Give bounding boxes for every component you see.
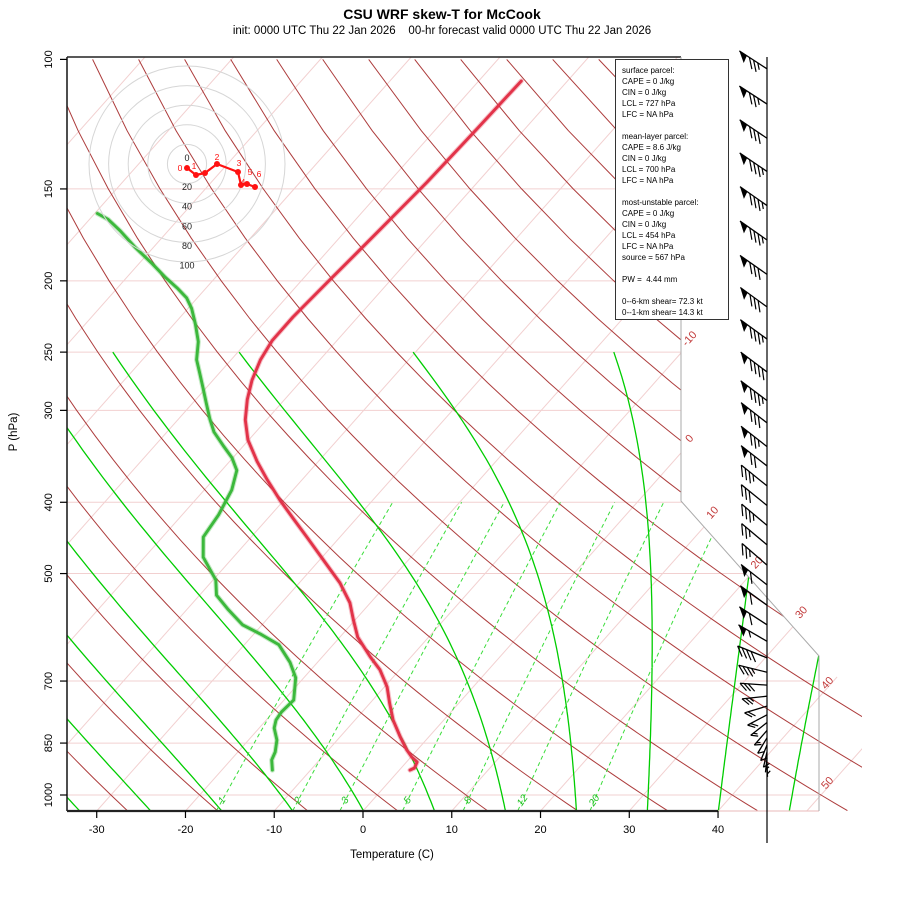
hodograph-height-label: 6 xyxy=(257,169,262,179)
isotherm-label: 10 xyxy=(704,504,721,521)
parcel-info-line: CAPE = 0 J/kg xyxy=(622,209,675,218)
x-tick-label: -20 xyxy=(178,824,194,836)
y-tick-label: 100 xyxy=(43,50,55,68)
parcel-info-line: LCL = 727 hPa xyxy=(622,99,676,108)
hodograph-height-label: 3 xyxy=(237,158,242,168)
isotherm-label: -10 xyxy=(680,329,700,349)
y-tick-label: 850 xyxy=(43,734,55,752)
y-tick-label: 300 xyxy=(43,401,55,419)
y-tick-label: 150 xyxy=(43,180,55,198)
mixing-ratio-label: 1 xyxy=(216,795,228,806)
hodograph-ring-label: 100 xyxy=(179,261,194,271)
y-axis-label: P (hPa) xyxy=(8,412,20,452)
x-tick-label: -10 xyxy=(266,824,282,836)
parcel-info-line: 0--6-km shear= 72.3 kt xyxy=(622,297,703,306)
x-tick-label: 40 xyxy=(712,824,724,836)
parcel-info-line: CIN = 0 J/kg xyxy=(622,220,667,229)
y-tick-label: 1000 xyxy=(43,783,55,807)
parcel-info-line: CAPE = 8.6 J/kg xyxy=(622,143,681,152)
hodograph-ring-label: 60 xyxy=(182,221,192,231)
mixing-ratio-label: 3 xyxy=(339,795,351,806)
hodograph-height-label: 1 xyxy=(192,161,197,171)
parcel-info-line: most-unstable parcel: xyxy=(622,198,699,207)
parcel-info-line: LFC = NA hPa xyxy=(622,242,674,251)
parcel-info-box: surface parcel: CAPE = 0 J/kg CIN = 0 J/kg… xyxy=(615,59,729,320)
hodograph-height-label: 2 xyxy=(215,152,220,162)
parcel-info-line: LFC = NA hPa xyxy=(622,110,674,119)
wind-barb-column xyxy=(737,50,771,843)
parcel-info-line: surface parcel: xyxy=(622,66,675,75)
x-tick-label: 30 xyxy=(623,824,635,836)
plot-frame xyxy=(66,56,820,813)
x-tick-label: -30 xyxy=(89,824,105,836)
parcel-info-line: source = 567 hPa xyxy=(622,253,685,262)
hodograph-ring-label: 0 xyxy=(184,153,189,163)
parcel-info-line: LCL = 700 hPa xyxy=(622,165,676,174)
y-tick-label: 500 xyxy=(43,564,55,582)
parcel-info-line: 0--1-km shear= 14.3 kt xyxy=(622,308,703,317)
parcel-info-line xyxy=(622,263,728,274)
sounding-profiles xyxy=(94,78,524,773)
parcel-info-line xyxy=(622,120,728,131)
parcel-info-line: LFC = NA hPa xyxy=(622,176,674,185)
page-subtitle: init: 0000 UTC Thu 22 Jan 2026 00-hr for… xyxy=(232,25,652,37)
parcel-info-line: LCL = 454 hPa xyxy=(622,231,676,240)
mixing-ratio-label: 8 xyxy=(462,795,474,806)
x-tick-label: 10 xyxy=(446,824,458,836)
mixing-ratio-label: 5 xyxy=(402,795,414,806)
isotherm-label: 0 xyxy=(683,433,696,446)
x-tick-label: 20 xyxy=(534,824,546,836)
temperature-curve xyxy=(243,79,523,772)
y-tick-label: 700 xyxy=(43,672,55,690)
page-title: CSU WRF skew-T for McCook xyxy=(343,6,541,22)
isotherm-label: 30 xyxy=(793,604,810,621)
x-axis-label: Temperature (C) xyxy=(350,849,434,861)
hodograph-ring-label: 80 xyxy=(182,241,192,251)
parcel-info-line: CIN = 0 J/kg xyxy=(622,88,667,97)
parcel-info-line xyxy=(622,186,728,197)
isotherm-label: 50 xyxy=(819,775,836,792)
y-tick-label: 400 xyxy=(43,493,55,511)
x-tick-label: 0 xyxy=(360,824,366,836)
hodograph: 0 20 40 60 80 100 0 1 2 3 45 6 xyxy=(88,65,286,271)
hodograph-height-label: 4 xyxy=(241,177,246,187)
hodograph-ring-label: 40 xyxy=(182,202,192,212)
y-tick-label: 200 xyxy=(43,272,55,290)
isotherm-label: 40 xyxy=(819,675,836,692)
hodograph-height-label: 0 xyxy=(178,163,183,173)
mixing-ratio-label: 2 xyxy=(292,795,305,807)
parcel-info-line: CIN = 0 J/kg xyxy=(622,154,667,163)
dewpoint-curve xyxy=(95,212,298,772)
parcel-info-line: PW = 4.44 mm xyxy=(622,275,678,284)
parcel-info-line: mean-layer parcel: xyxy=(622,132,689,141)
hodograph-ring-label: 20 xyxy=(182,182,192,192)
hodograph-height-label: 5 xyxy=(248,167,253,177)
parcel-info-line: CAPE = 0 J/kg xyxy=(622,77,675,86)
y-tick-label: 250 xyxy=(43,343,55,361)
parcel-info-line xyxy=(622,285,728,296)
